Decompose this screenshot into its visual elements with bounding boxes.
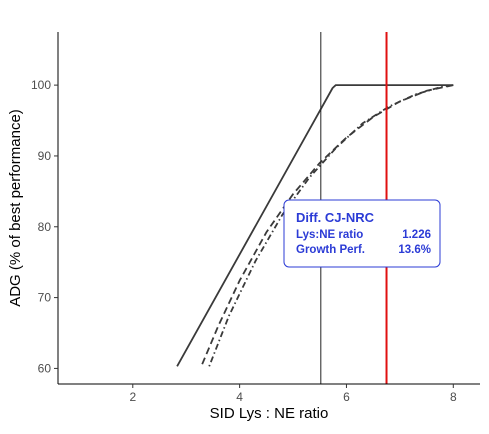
y-ticks: 60 70 80 90 100 [31,78,58,375]
series-line-solid [176,84,454,367]
x-ticks: 2 4 6 8 [129,384,457,404]
annotation-row-value: 13.6% [398,244,431,256]
annotation-row-value: 1.226 [402,229,431,241]
y-tick-label: 60 [38,361,52,375]
annotation-box: Diff. CJ-NRC Lys:NE ratio 1.226 Growth P… [283,199,441,268]
annotation-title: Diff. CJ-NRC [296,210,375,225]
y-tick-label: 100 [31,78,51,92]
annotation-row-label: Growth Perf. [296,244,365,256]
x-tick-label: 8 [450,390,457,404]
x-axis-title: SID Lys : NE ratio [210,405,329,422]
annotation-row-label: Lys:NE ratio [296,229,363,241]
series-layer [176,84,454,367]
y-tick-label: 90 [38,149,52,163]
y-tick-label: 70 [38,291,52,305]
x-tick-label: 2 [129,390,136,404]
x-tick-label: 6 [343,390,350,404]
series-line-dotdash [208,84,454,367]
annotation-frame [283,199,441,268]
y-axis-title: ADG (% of best performance) [7,109,24,307]
y-tick-label: 80 [38,220,52,234]
x-tick-label: 4 [236,390,243,404]
